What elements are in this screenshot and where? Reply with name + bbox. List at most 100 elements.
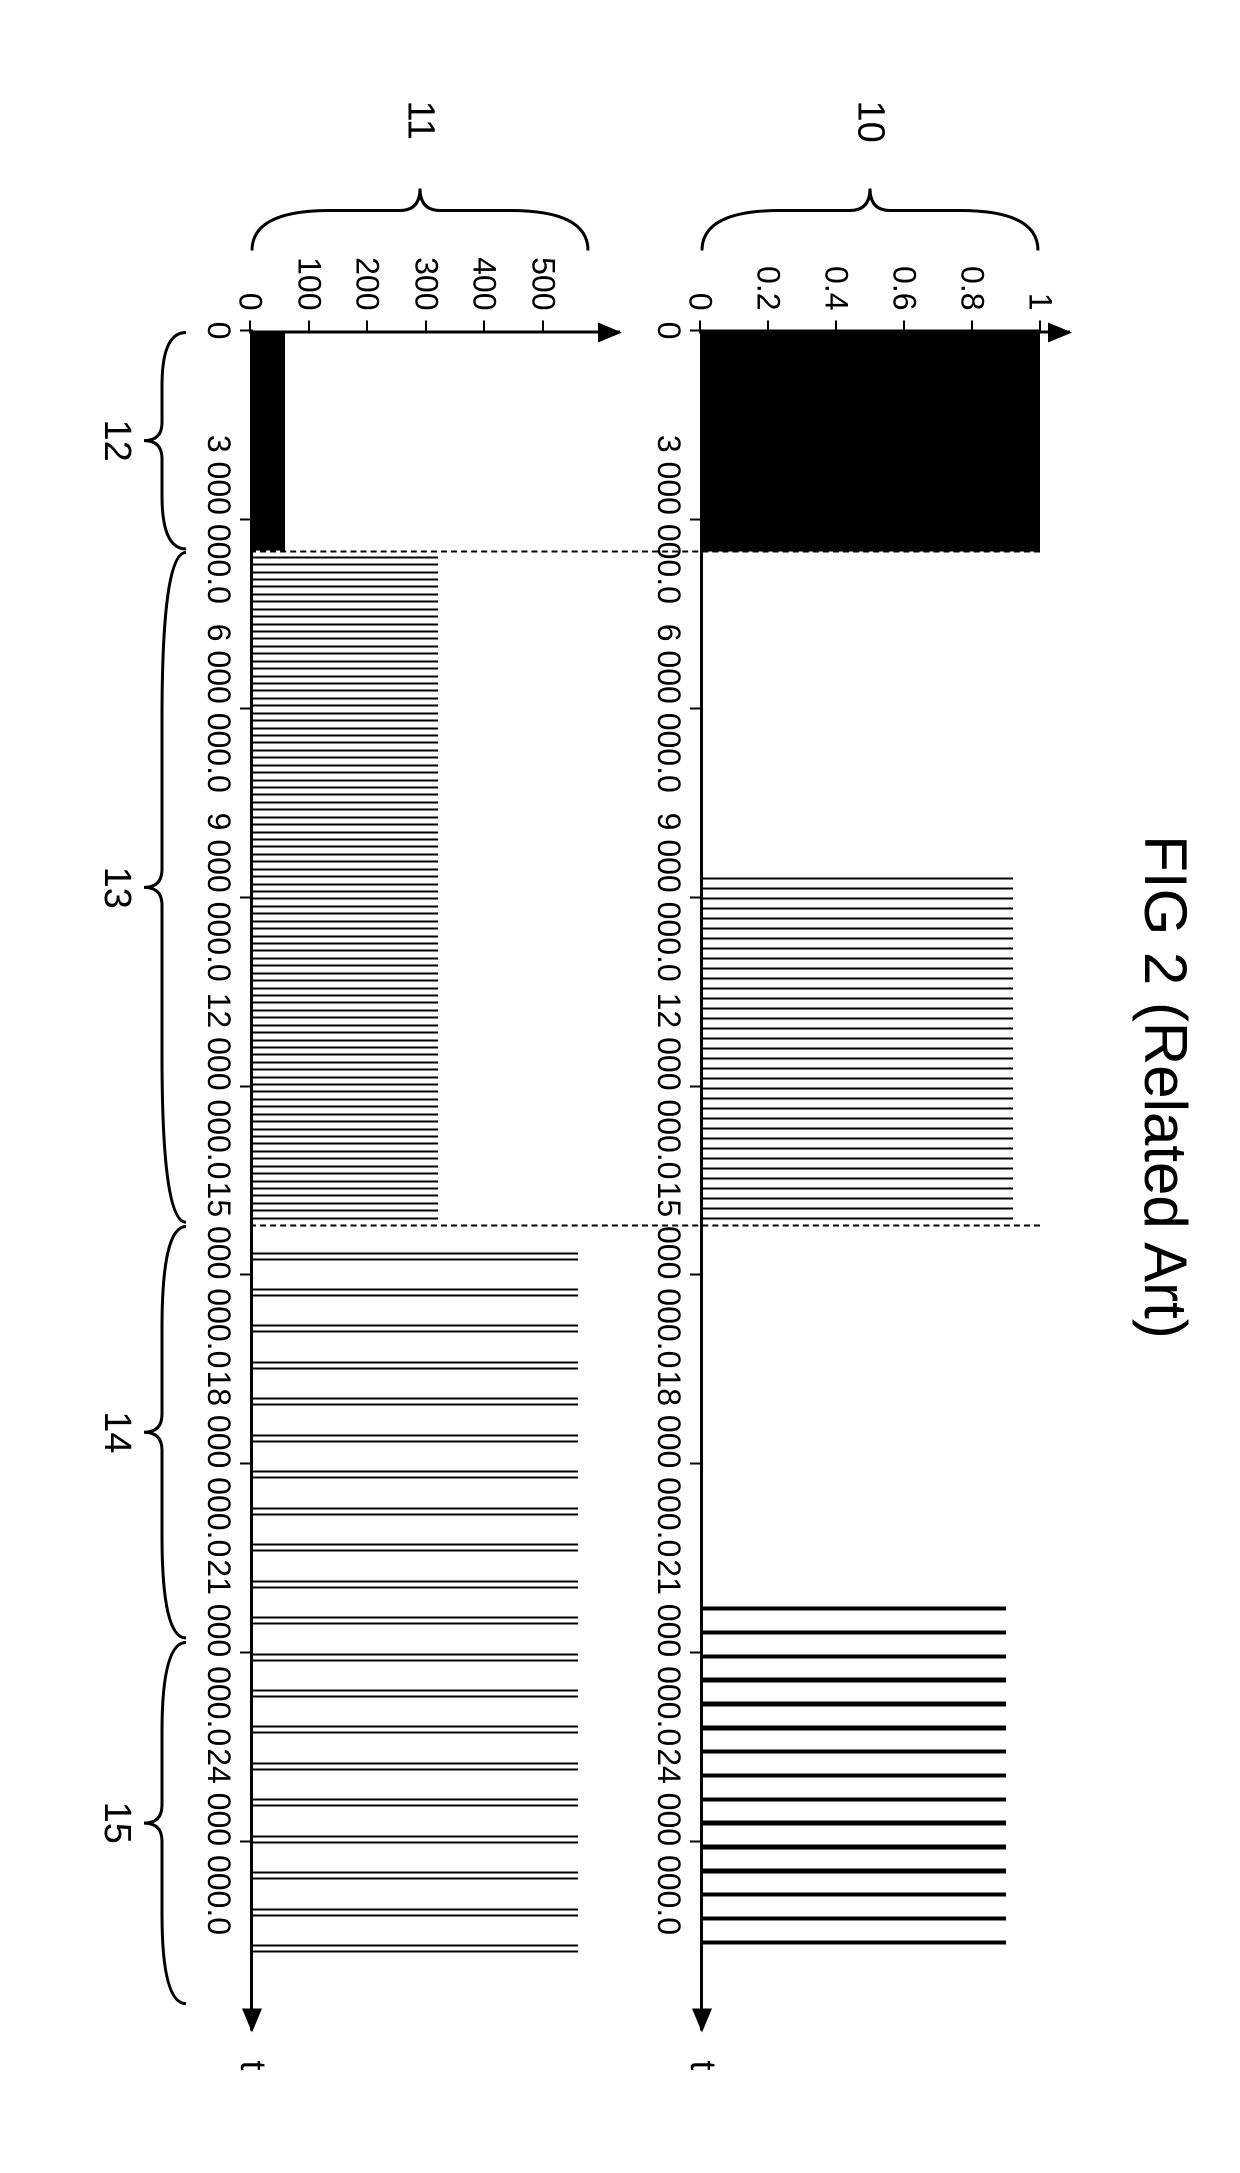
impulse xyxy=(250,697,438,699)
impulse xyxy=(250,1653,578,1655)
impulse xyxy=(700,877,1013,880)
x-tick-label: 18 000 000.0 xyxy=(650,1370,687,1557)
y-tick-label: 0 xyxy=(682,292,719,310)
y-tick-label: 1 xyxy=(1022,292,1059,310)
x-axis-arrow xyxy=(242,2008,262,2032)
impulse xyxy=(250,1039,438,1041)
impulse xyxy=(700,1207,1013,1210)
chart-11: 03 000 000.06 000 000.09 000 000.012 000… xyxy=(250,330,590,2030)
impulse xyxy=(250,712,438,714)
impulse xyxy=(250,1180,438,1182)
impulse xyxy=(250,1009,438,1011)
impulse xyxy=(250,1288,578,1290)
impulse xyxy=(250,1061,438,1063)
impulse xyxy=(250,801,438,803)
impulse xyxy=(250,1024,438,1026)
impulse xyxy=(700,1197,1013,1200)
impulse xyxy=(250,1157,438,1159)
impulse xyxy=(250,1950,578,1952)
impulse xyxy=(250,964,438,966)
impulse xyxy=(250,667,438,669)
impulse xyxy=(250,875,438,877)
impulse xyxy=(700,1147,1013,1150)
y-axis-arrow xyxy=(1048,322,1072,342)
impulse xyxy=(250,1804,578,1806)
impulse xyxy=(250,1128,438,1130)
impulse xyxy=(250,1622,578,1624)
impulse xyxy=(250,905,438,907)
impulse xyxy=(250,764,438,766)
impulse xyxy=(250,1187,438,1189)
impulse xyxy=(250,1150,438,1152)
impulse xyxy=(250,1476,578,1478)
impulse xyxy=(250,949,438,951)
impulse xyxy=(250,1798,578,1800)
impulse xyxy=(700,1157,1013,1160)
impulse xyxy=(250,1046,438,1048)
impulse xyxy=(250,719,438,721)
impulse xyxy=(250,1549,578,1551)
y-tick-label: 0.6 xyxy=(886,266,923,310)
impulse xyxy=(250,1053,438,1055)
impulse xyxy=(700,887,1013,890)
impulse xyxy=(250,1841,578,1843)
impulse xyxy=(250,615,438,617)
impulse xyxy=(700,1725,1006,1730)
chart-10: 03 000 000.06 000 000.09 000 000.012 000… xyxy=(700,330,1040,2030)
impulse xyxy=(250,942,438,944)
impulse xyxy=(250,897,438,899)
impulse xyxy=(700,1057,1013,1060)
impulse xyxy=(250,1507,578,1509)
impulse xyxy=(250,556,438,558)
impulse xyxy=(700,1892,1006,1897)
impulse xyxy=(250,972,438,974)
figure-title: FIG 2 (Related Art) xyxy=(1131,0,1200,2173)
impulse xyxy=(250,808,438,810)
impulse xyxy=(700,1017,1013,1020)
impulse xyxy=(250,1209,438,1211)
impulse xyxy=(250,845,438,847)
brace-12-label: 12 xyxy=(95,419,138,461)
impulse xyxy=(250,1031,438,1033)
brace-12 xyxy=(140,330,190,550)
impulse xyxy=(250,1877,578,1879)
brace-13 xyxy=(140,550,190,1224)
impulse xyxy=(250,823,438,825)
impulse xyxy=(250,1586,578,1588)
impulse xyxy=(700,997,1013,1000)
x-axis-label: t xyxy=(682,2060,724,2070)
impulse xyxy=(700,1868,1006,1873)
impulse xyxy=(250,585,438,587)
impulse xyxy=(700,1701,1006,1706)
impulse xyxy=(700,977,1013,980)
impulse xyxy=(700,1940,1006,1945)
impulse xyxy=(250,935,438,937)
impulse xyxy=(250,1361,578,1363)
impulse xyxy=(250,838,438,840)
impulse xyxy=(250,994,438,996)
impulse xyxy=(250,979,438,981)
x-tick-label: 12 000 000.0 xyxy=(200,992,237,1179)
impulse xyxy=(250,1397,578,1399)
y-tick-label: 500 xyxy=(525,257,562,310)
impulse xyxy=(250,1513,578,1515)
impulse xyxy=(250,1324,578,1326)
impulse xyxy=(250,571,438,573)
impulse xyxy=(250,741,438,743)
x-tick-label: 0 xyxy=(200,321,237,339)
y-tick-label: 200 xyxy=(349,257,386,310)
impulse xyxy=(700,1916,1006,1921)
y-axis xyxy=(700,330,1070,333)
brace-row: 12131415 xyxy=(70,330,190,2030)
impulse xyxy=(700,1047,1013,1050)
impulse xyxy=(700,1117,1013,1120)
impulse xyxy=(250,593,438,595)
impulse xyxy=(250,1172,438,1174)
impulse xyxy=(250,1194,438,1196)
impulse xyxy=(250,1120,438,1122)
y-axis-arrow xyxy=(598,322,622,342)
impulse xyxy=(700,1177,1013,1180)
impulse xyxy=(250,1135,438,1137)
brace-10 xyxy=(700,180,1040,260)
impulse xyxy=(250,1835,578,1837)
